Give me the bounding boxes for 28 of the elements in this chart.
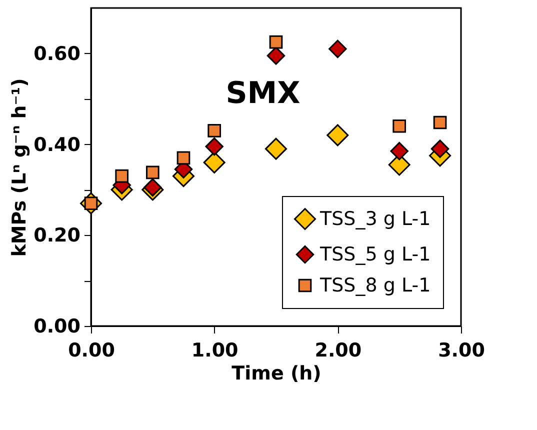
x-tick-label: 1.00 — [191, 340, 238, 362]
point — [115, 169, 128, 183]
annotation: SMX — [226, 76, 300, 111]
x-axis-title: Time (h) — [232, 362, 322, 384]
point — [433, 116, 447, 130]
y-tick-label: 0.40 — [34, 134, 80, 156]
point — [176, 151, 190, 165]
legend-label: TSS_8 g L-1 — [319, 274, 431, 296]
point — [392, 119, 406, 133]
point — [208, 124, 221, 138]
point — [146, 166, 160, 180]
point — [430, 140, 450, 158]
point — [205, 137, 224, 156]
x-tick-label: 0.00 — [68, 340, 115, 362]
legend-label: TSS_3 g L-1 — [319, 208, 431, 230]
point — [390, 142, 408, 160]
y-tick-label: 0.20 — [34, 224, 80, 247]
x-tick-label: 2.00 — [314, 340, 362, 362]
y-tick-label: 0.60 — [34, 42, 80, 65]
point — [269, 35, 283, 49]
y-axis-title: kMPs (Lⁿ g⁻ⁿ h⁻¹) — [8, 78, 31, 257]
point — [266, 46, 286, 65]
point — [265, 138, 287, 160]
y-tick-label: 0.00 — [34, 316, 80, 338]
point — [326, 124, 349, 146]
legend-label: TSS_5 g L-1 — [319, 244, 431, 266]
point — [328, 40, 347, 58]
x-tick-label: 3.00 — [438, 340, 485, 362]
